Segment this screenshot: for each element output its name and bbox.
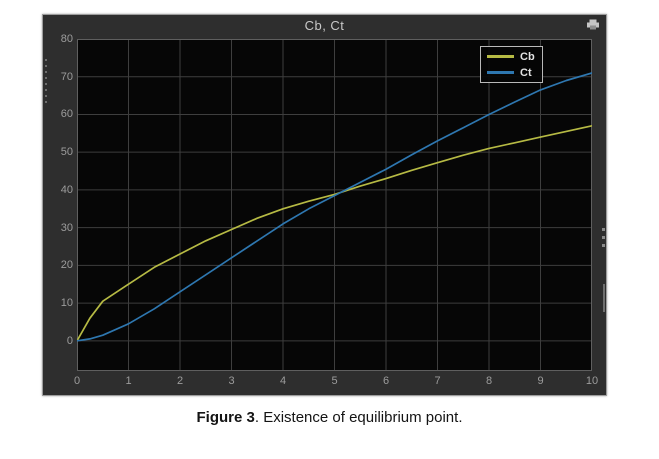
legend-label-cb: Cb: [520, 50, 535, 63]
y-tick-label: 80: [60, 33, 73, 45]
x-tick-label: 7: [434, 375, 441, 387]
y-tick-label: 20: [60, 259, 73, 272]
figure-caption-label: Figure 3: [196, 409, 255, 426]
plot-title: Cb, Ct: [304, 18, 345, 33]
title-bar[interactable]: Cb, Ct: [43, 15, 606, 37]
figure-caption-text: . Existence of equilibrium point.: [254, 409, 463, 426]
y-tick-label: 30: [60, 221, 73, 234]
x-tick-label: 3: [228, 375, 235, 387]
y-tick-label: 60: [60, 108, 73, 121]
scope-window: Cb, Ct Cb Ct 0 10 20 30 40 50 60 70 80 0 1 2 3 4 5 6 7 8…: [42, 14, 607, 396]
right-border-bar: [603, 284, 605, 312]
x-tick-label: 0: [73, 375, 81, 387]
x-tick-label: 8: [485, 375, 493, 387]
curve-cb: [77, 124, 592, 342]
legend[interactable]: Cb Ct: [480, 46, 543, 83]
y-tick-label: 10: [60, 297, 73, 310]
print-icon[interactable]: [586, 19, 600, 30]
y-tick-label: 50: [60, 146, 73, 159]
legend-label-ct: Ct: [520, 66, 532, 79]
legend-entry-cb[interactable]: Cb: [487, 50, 535, 63]
x-tick-label: 6: [382, 375, 390, 387]
figure-caption: Figure 3. Existence of equilibrium point…: [0, 409, 659, 426]
cb-line-swatch: [487, 55, 514, 58]
x-tick-label: 2: [176, 375, 184, 387]
x-tick-label: 4: [279, 375, 287, 387]
x-tick-label: 10: [585, 375, 599, 387]
y-tick-label: 70: [60, 70, 73, 83]
plot-area: Cb Ct: [77, 39, 592, 371]
x-tick-label: 1: [125, 375, 132, 387]
x-tick-label: 5: [331, 375, 338, 387]
x-tick-label: 9: [537, 375, 544, 387]
window-edge-marks: [45, 59, 47, 103]
plot-svg: [77, 39, 592, 371]
y-tick-label: 40: [60, 183, 73, 196]
ct-line-swatch: [487, 71, 514, 74]
legend-entry-ct[interactable]: Ct: [487, 66, 535, 79]
plot-frame: [77, 39, 592, 371]
curve-ct: [77, 72, 592, 342]
y-tick-label: 0: [66, 334, 73, 347]
right-border-dots-handle[interactable]: [602, 228, 605, 247]
